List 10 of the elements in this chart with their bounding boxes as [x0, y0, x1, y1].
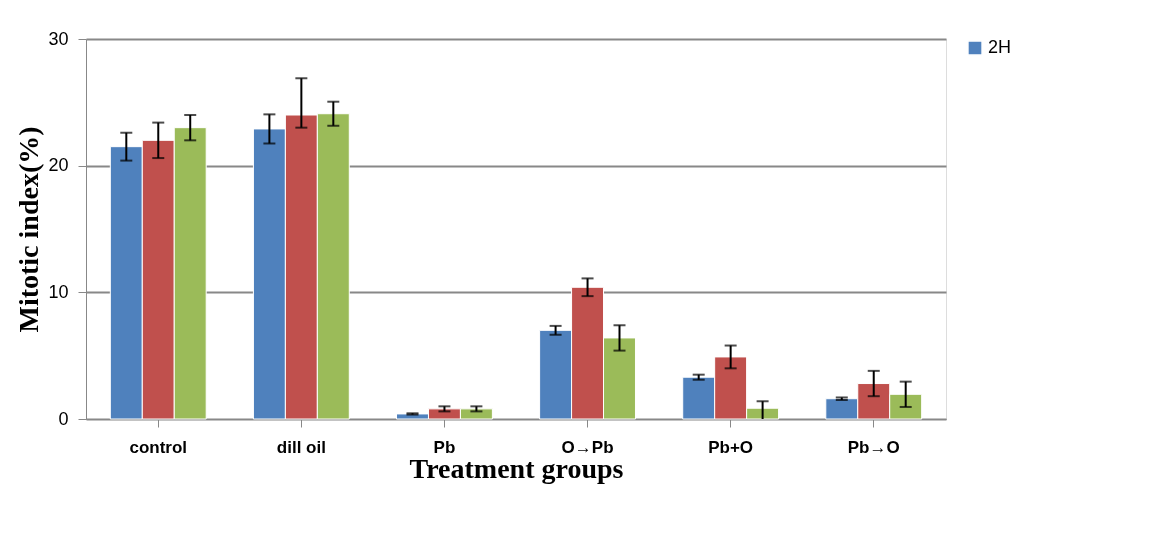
y-tick-label: 20	[48, 155, 69, 176]
x-tick-label: control	[129, 437, 188, 457]
y-tick-label: 30	[48, 28, 69, 49]
x-tick-label: Pb+O	[708, 437, 754, 457]
y-tick-label: 10	[48, 281, 69, 302]
y-axis-title: Mitotic index(%)	[13, 126, 45, 333]
x-tick-label: Pb→O	[847, 437, 900, 457]
x-tick-label: dill oil	[276, 437, 326, 457]
legend-label: 2H	[988, 37, 1012, 57]
y-tick-label: 0	[58, 408, 69, 429]
